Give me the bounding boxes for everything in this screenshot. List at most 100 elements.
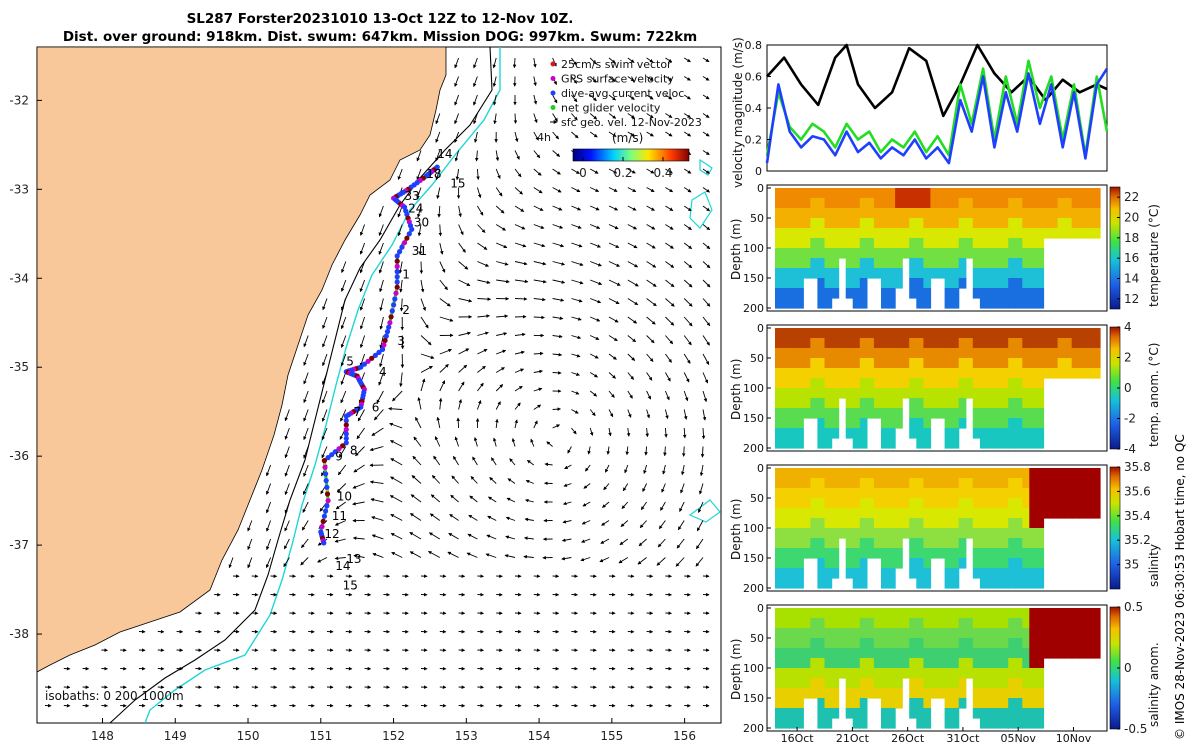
section-cell [859,498,868,509]
vector-arrow [530,438,535,447]
section-cell [944,248,953,259]
section-cell [810,498,818,509]
date-tick-label: 31Oct [946,732,980,745]
section-cell [866,668,875,679]
vector-arrow [679,501,685,512]
date-tick-label: 05Nov [1000,732,1036,745]
section-cell [852,238,861,249]
vector-arrow [472,456,478,466]
section-cell [951,268,960,279]
vector-arrow [303,390,309,404]
vector-arrow [627,187,637,192]
section-cell [937,368,946,379]
vector-arrow [627,261,639,268]
section-cell [930,218,939,229]
section-cell [937,498,946,509]
section-cell [902,658,910,669]
section-cell [866,678,875,689]
vector-arrow [702,409,707,421]
vector-arrow [340,409,347,422]
section-cell [831,288,840,299]
section-cell [1092,198,1101,209]
section-cell [1001,188,1009,199]
vector-arrow [676,538,685,549]
section-cell [987,238,995,249]
vector-arrow [473,113,478,125]
section-cell [852,638,861,649]
section-cell [1057,508,1066,519]
vector-arrow [435,168,441,181]
vector-arrow [340,298,347,311]
section-cell [994,378,1002,389]
section-cell [796,428,804,439]
section-cell [1029,218,1037,229]
section-cell [972,678,981,689]
section-cell [1043,608,1052,619]
vector-arrow [454,113,460,125]
section-cell [930,628,939,639]
section-cell [937,398,946,409]
section-cell [994,338,1002,349]
section-cell [796,698,804,709]
section-cell [775,418,783,429]
section-cell [803,328,811,339]
section-cell [1036,208,1045,219]
section-cell [987,208,995,219]
section-cell [1085,188,1094,199]
section-cell [803,488,811,499]
vector-arrow [359,242,366,255]
vector-arrow [552,407,562,411]
vector-arrow [665,187,674,193]
section-cell [1071,648,1080,659]
vector-arrow [662,464,666,475]
section-cell [972,398,981,409]
vector-arrow [640,501,647,511]
vector-arrow [546,441,553,447]
section-cell [782,558,790,569]
section-cell [1015,278,1023,289]
section-cell [859,708,868,719]
vector-arrow [683,298,693,307]
section-cell [1029,208,1037,219]
section-cell [987,358,995,369]
section-cell [987,688,995,699]
section-cell [1050,188,1059,199]
section-y-tick-label: 50 [750,212,764,225]
section-cell [1085,198,1094,209]
vector-arrow [665,76,673,81]
section-cell [958,608,967,619]
waypoint-label: 33 [405,189,420,203]
section-cell [944,388,953,399]
section-cell [1064,228,1073,239]
section-cell [923,528,932,539]
section-cell [923,538,932,549]
section-cell [881,608,889,619]
section-cell [916,278,924,289]
section-cell [1085,628,1094,639]
section-cell [1036,348,1045,359]
section-cell [817,558,826,569]
section-cell [1057,208,1066,219]
vector-arrow [646,316,656,325]
section-cell [895,248,903,259]
section-cell [817,368,826,379]
section-cell [838,368,847,379]
vector-arrow [702,242,711,250]
section-cell [817,228,826,239]
section-cell [824,198,833,209]
vector-arrow [473,76,478,88]
vector-arrow [352,501,365,506]
section-cell [916,708,924,719]
section-cell [987,558,995,569]
section-cell [979,608,988,619]
section-cell [824,228,833,239]
section-cell [965,628,974,639]
vector-arrow [646,353,654,362]
vector-arrow [646,113,654,119]
section-cell [902,368,910,379]
section-cell [1057,618,1066,629]
vector-arrow [702,298,711,307]
section-cell [803,358,811,369]
track-point [397,249,403,255]
section-cell [796,298,804,309]
